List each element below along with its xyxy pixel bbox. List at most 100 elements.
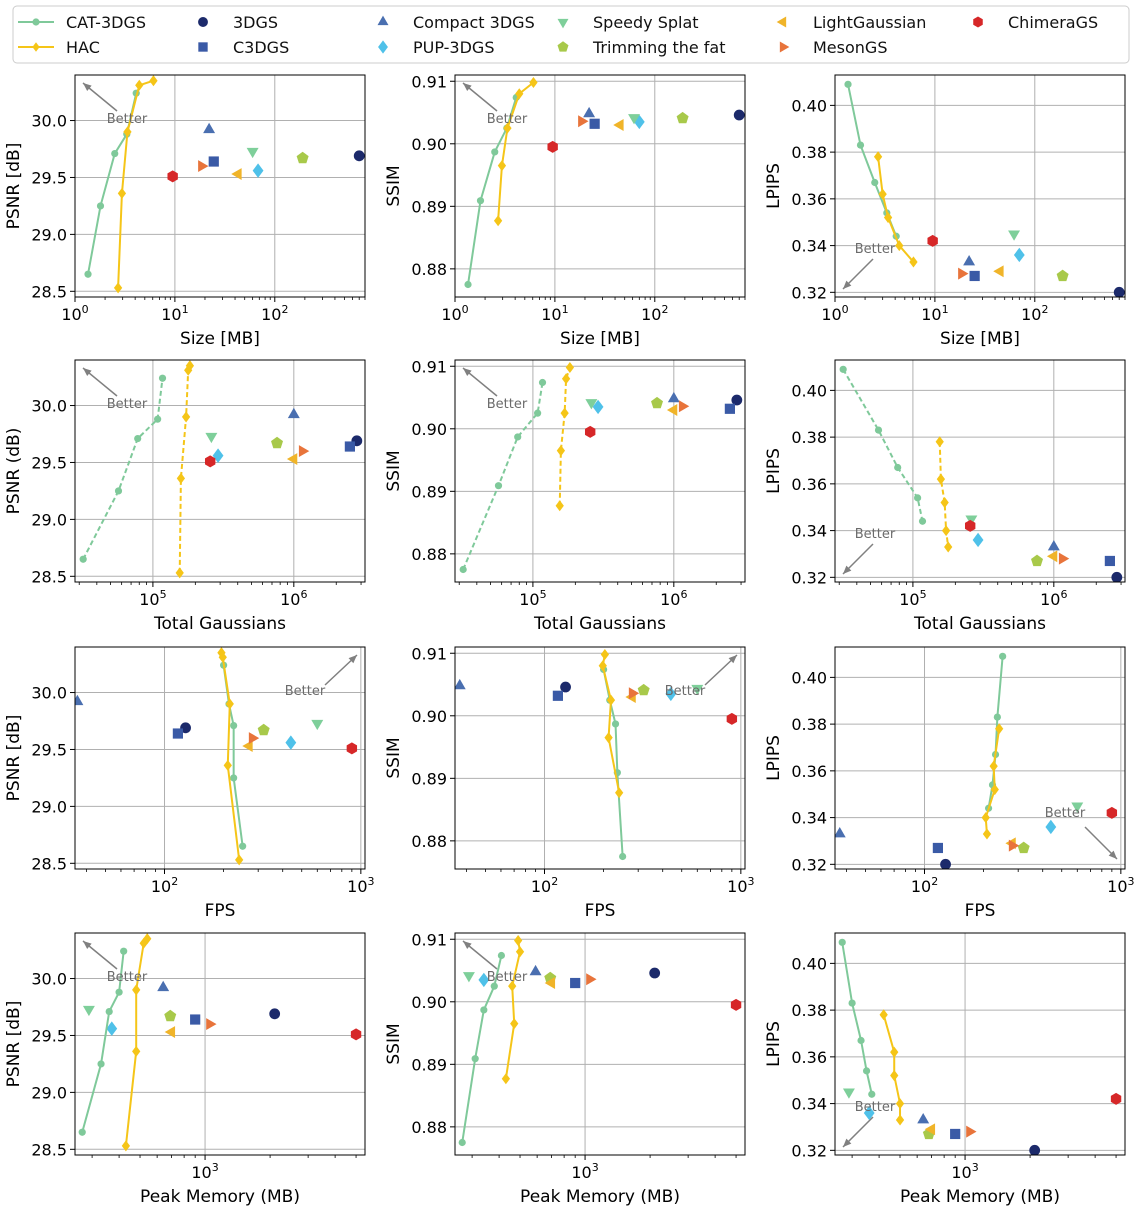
- better-label: Better: [487, 112, 528, 127]
- y-tick-label: 0.36: [791, 190, 827, 209]
- series-point-hac: [941, 525, 951, 537]
- series-point-cat-3dgs: [476, 197, 485, 205]
- series-point-hac: [497, 160, 507, 172]
- grid: [455, 360, 745, 582]
- point-3dgs: [731, 394, 743, 406]
- y-tick-label: 30.0: [31, 684, 67, 703]
- point-pup-3dgs: [972, 532, 984, 548]
- x-tick-label: 100: [61, 303, 88, 324]
- point-mesongs: [628, 687, 640, 700]
- series-point-hac: [135, 79, 144, 91]
- series-point-hac: [501, 1073, 511, 1085]
- series-point-cat-3dgs: [874, 426, 883, 434]
- y-tick-label: 0.91: [411, 72, 447, 91]
- point-lightgaussian: [993, 265, 1004, 278]
- series-point-cat-3dgs: [494, 482, 503, 490]
- legend-label-speedy-splat: Speedy Splat: [593, 13, 699, 32]
- axes-frame: [834, 646, 1126, 870]
- point-speedy-splat: [691, 684, 704, 696]
- legend-label-compact-3dgs: Compact 3DGS: [413, 13, 535, 32]
- y-tick-label: 0.40: [791, 668, 827, 687]
- y-tick-label: 29.5: [31, 740, 67, 759]
- chart-grid: 100 101 102 28.5 29.0 29.5 30.0 Size [MB] PSNR […: [4, 72, 1135, 1207]
- legend-item-chimerags: ChimeraGS: [973, 13, 1098, 32]
- legend-item-compact-3dgs: Compact 3DGS: [377, 13, 535, 32]
- y-tick-label: 30.0: [31, 112, 67, 131]
- point-mesongs: [958, 267, 969, 280]
- series-point-cat-3dgs: [105, 1007, 113, 1016]
- series-point-cat-3dgs: [862, 1067, 871, 1075]
- grid: [835, 933, 1125, 1155]
- point-chimerags: [346, 742, 358, 755]
- legend-item-lightgaussian: LightGaussian: [776, 13, 926, 32]
- chart-3-3: 102 103 0.32 0.34 0.36 0.38 0.40 FPS LPIPS Better: [764, 646, 1135, 921]
- point-3dgs: [560, 681, 571, 693]
- plot-area: [455, 648, 738, 861]
- point-chimerags: [584, 425, 596, 438]
- better-label: Better: [107, 970, 148, 985]
- x-tick-label: 102: [641, 303, 668, 324]
- x-tick-label: 103: [1107, 875, 1134, 896]
- point-mesongs: [298, 445, 310, 458]
- point-mesongs: [678, 400, 690, 413]
- legend-label-c3dgs: C3DGS: [233, 38, 289, 57]
- series-point-hac: [176, 472, 186, 484]
- series-point-hac: [510, 1018, 519, 1030]
- series-point-hac: [181, 411, 191, 423]
- y-axis-label: PSNR [dB]: [4, 143, 24, 230]
- x-tick-label: 100: [441, 303, 468, 324]
- y-axis-label: PSNR [dB]: [4, 1001, 24, 1088]
- grid: [75, 647, 365, 869]
- series-point-hac: [895, 1114, 905, 1126]
- y-tick-label: 0.34: [791, 522, 827, 541]
- series-point-hac: [556, 445, 566, 457]
- legend-label-mesongs: MesonGS: [813, 38, 887, 57]
- point-3dgs: [1113, 286, 1125, 297]
- legend-marker-lightgaussian: [776, 16, 787, 28]
- point-speedy-splat: [1008, 230, 1021, 241]
- series-point-cat-3dgs: [114, 487, 123, 495]
- point-mesongs: [198, 160, 209, 173]
- point-compact-3dgs: [529, 964, 542, 976]
- point-c3dgs: [344, 441, 355, 452]
- point-speedy-splat: [246, 147, 259, 159]
- y-tick-label: 29.0: [31, 1083, 67, 1102]
- point-compact-3dgs: [917, 1113, 930, 1124]
- y-tick-label: 0.34: [791, 809, 827, 828]
- series-point-cat-3dgs: [839, 365, 847, 373]
- x-tick-label: 101: [161, 303, 188, 324]
- series-point-hac: [982, 828, 992, 840]
- point-trimming-the-fat: [257, 723, 270, 736]
- y-tick-label: 29.5: [31, 168, 67, 187]
- series-point-cat-3dgs: [230, 721, 238, 730]
- chart-2-2: 105 106 0.88 0.89 0.90 0.91 Total Gaussians SSI…: [384, 357, 746, 634]
- series-point-hac: [132, 1045, 141, 1057]
- point-pup-3dgs: [252, 163, 264, 178]
- grid: [834, 75, 1125, 297]
- legend-marker-mesongs: [779, 41, 790, 53]
- y-tick-label: 0.91: [411, 357, 447, 376]
- series-point-hac: [185, 360, 195, 372]
- plot-area: [78, 933, 362, 1152]
- point-chimerags: [726, 712, 738, 725]
- point-c3dgs: [172, 728, 183, 739]
- legend-item-trimming-the-fat: Trimming the fat: [557, 38, 726, 57]
- point-trimming-the-fat: [637, 683, 650, 696]
- better-label: Better: [107, 112, 148, 127]
- x-axis-label: Total Gaussians: [533, 614, 666, 634]
- point-chimerags: [1106, 806, 1118, 819]
- axes-frame: [74, 74, 366, 298]
- chart-3-2: 102 103 0.88 0.89 0.90 0.91 FPS SSIM Better: [384, 644, 755, 921]
- x-tick-label: 102: [531, 875, 558, 896]
- plot-area: [838, 938, 1122, 1155]
- series-point-cat-3dgs: [918, 517, 927, 525]
- x-tick-label: 105: [519, 588, 546, 609]
- series-point-hac: [936, 473, 946, 485]
- point-trimming-the-fat: [1056, 269, 1069, 282]
- point-c3dgs: [208, 156, 219, 167]
- chart-4-3: 103 0.32 0.34 0.36 0.38 0.40 Peak Memory (MB) L…: [764, 932, 1126, 1207]
- chart-1-1: 100 101 102 28.5 29.0 29.5 30.0 Size [MB] PSNR […: [4, 74, 366, 349]
- series-point-cat-3dgs: [111, 149, 119, 158]
- y-axis-label: LPIPS: [764, 1021, 784, 1067]
- series-point-hac: [883, 212, 893, 224]
